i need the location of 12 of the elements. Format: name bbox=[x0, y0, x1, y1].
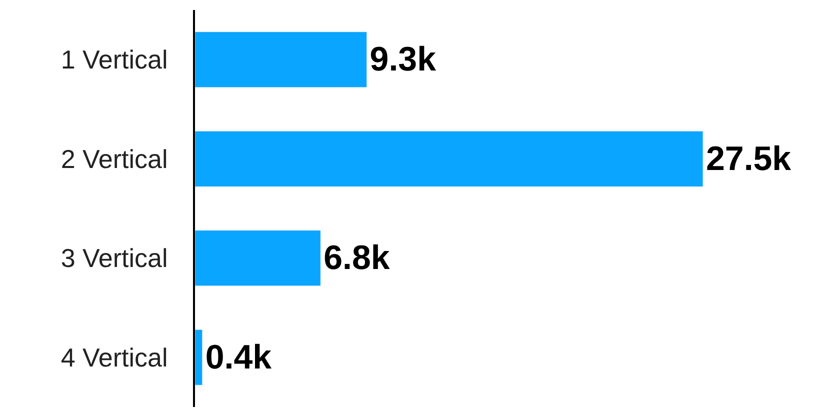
bar bbox=[195, 130, 704, 187]
y-tick-label: 2 Vertical bbox=[60, 144, 168, 174]
data-label: 9.3k bbox=[370, 40, 436, 79]
data-label: 6.8k bbox=[324, 239, 390, 278]
bar bbox=[195, 230, 321, 286]
data-label: 0.4k bbox=[205, 338, 272, 376]
y-tick-label: 4 Vertical bbox=[60, 342, 168, 372]
y-tick-label: 1 Vertical bbox=[60, 44, 168, 75]
data-label: 27.5k bbox=[706, 140, 792, 178]
y-tick-label: 3 Vertical bbox=[60, 243, 168, 274]
bar bbox=[195, 329, 203, 386]
bar bbox=[195, 32, 368, 88]
